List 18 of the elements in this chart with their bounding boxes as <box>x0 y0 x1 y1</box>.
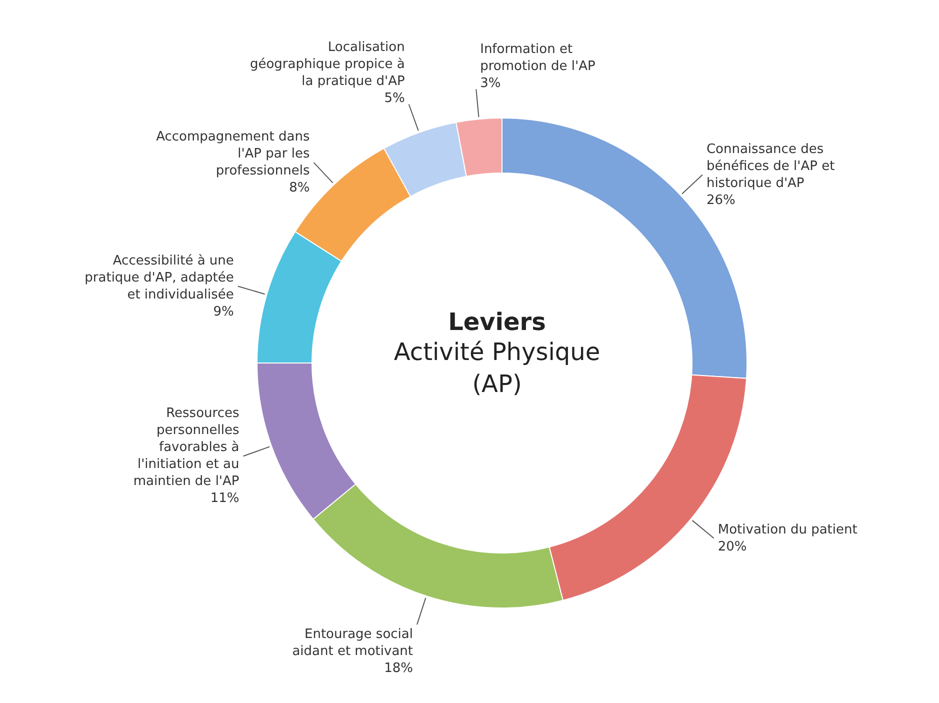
slice-label: Accessibilité à une pratique d'AP, adaptée et individualisée <box>84 253 234 302</box>
data-label: 18% <box>384 661 414 676</box>
slice-label: Ressources personnelles favorables à l'initiation et au maintien de l'AP <box>133 406 240 490</box>
data-label: 20% <box>718 539 747 554</box>
slice-label: Motivation du patient <box>718 522 858 538</box>
data-label: 5% <box>384 90 405 106</box>
slice-label: Accompagnement dans l'AP par les professionnels <box>156 130 310 179</box>
text: Activité Physique (AP) <box>392 337 602 400</box>
slice-label: Information et promotion de l'AP <box>480 42 596 74</box>
slice-label: Entourage social aidant et motivant <box>292 627 414 660</box>
slice-label: Localisation géographique propice à la pratique d'AP <box>250 40 405 89</box>
data-label: 3% <box>480 76 501 91</box>
text: Leviers <box>447 308 547 336</box>
data-label: 9% <box>213 304 234 320</box>
data-label: 8% <box>289 180 310 196</box>
slice-label: Connaissance des bénéfices de l'AP et historique d'AP <box>706 142 835 191</box>
data-label: 26% <box>706 192 736 208</box>
data-label: 11% <box>210 491 240 506</box>
